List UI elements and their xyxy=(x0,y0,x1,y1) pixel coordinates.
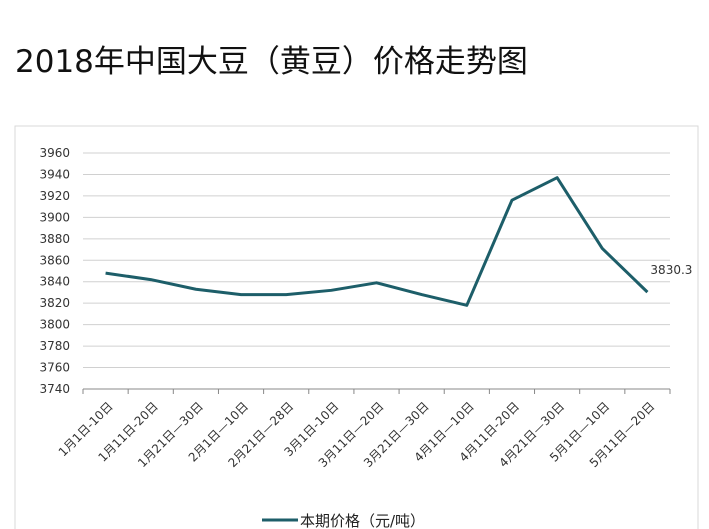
chart-title: 2018年中国大豆（黄豆）价格走势图 xyxy=(15,44,528,80)
y-tick-label: 3960 xyxy=(39,146,70,160)
legend-label: 本期价格（元/吨） xyxy=(300,512,425,529)
y-tick-label: 3740 xyxy=(39,382,70,396)
y-tick-label: 3820 xyxy=(39,296,70,310)
y-tick-label: 3860 xyxy=(39,253,70,267)
data-label: 3830.3 xyxy=(650,263,692,277)
y-tick-label: 3880 xyxy=(39,232,70,246)
y-tick-label: 3920 xyxy=(39,189,70,203)
y-tick-label: 3760 xyxy=(39,361,70,375)
y-tick-label: 3940 xyxy=(39,167,70,181)
data-line xyxy=(105,176,649,307)
y-tick-label: 3780 xyxy=(39,339,70,353)
chart-frame xyxy=(14,125,699,529)
y-tick-label: 3900 xyxy=(39,210,70,224)
y-tick-label: 3800 xyxy=(39,318,70,332)
y-tick-label: 3840 xyxy=(39,275,70,289)
